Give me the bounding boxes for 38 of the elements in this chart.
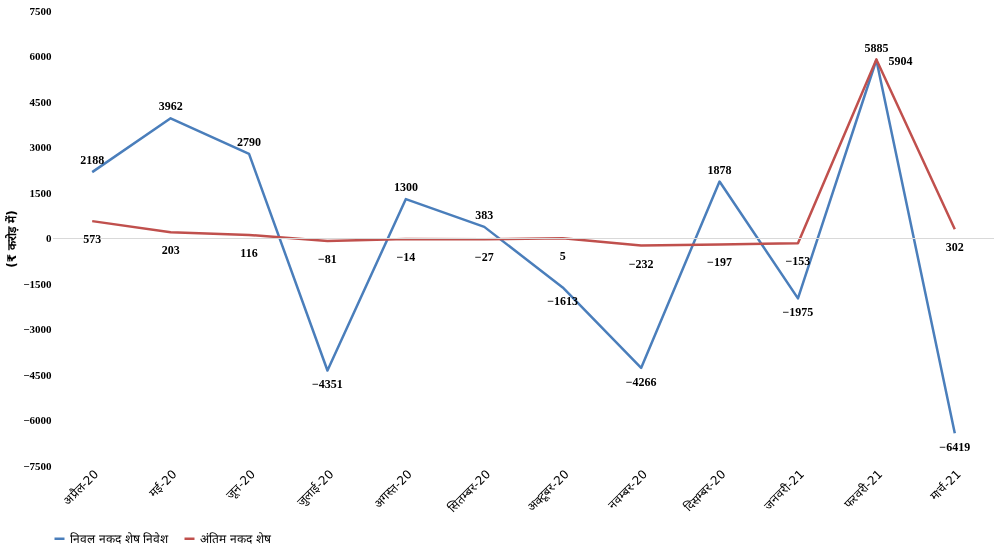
data-label: −153 xyxy=(785,254,811,269)
data-label: 5 xyxy=(559,249,566,264)
data-label: −14 xyxy=(396,249,416,264)
y-tick-label: −6000 xyxy=(23,414,52,426)
data-label: −81 xyxy=(318,251,337,266)
data-label: 5904 xyxy=(888,54,913,69)
data-label: 2790 xyxy=(237,134,262,149)
data-label: −4351 xyxy=(312,377,343,392)
data-label: −1975 xyxy=(782,305,814,320)
data-label: 3962 xyxy=(158,99,183,114)
data-label: 1878 xyxy=(707,162,732,177)
y-tick-label: −7500 xyxy=(23,459,52,472)
data-label: −197 xyxy=(707,255,732,270)
y-tick-label: −4500 xyxy=(23,368,52,381)
data-label: 116 xyxy=(240,245,258,260)
legend-label: निवल नकद शेष निवेश xyxy=(70,531,170,546)
data-label: 5885 xyxy=(864,40,889,55)
y-tick-label: −3000 xyxy=(23,323,52,335)
data-label: 573 xyxy=(83,232,102,247)
y-tick-label: 1500 xyxy=(29,186,52,199)
data-label: 302 xyxy=(945,240,964,255)
y-tick-label: 7500 xyxy=(29,4,52,17)
y-tick-label: 0 xyxy=(46,232,52,244)
legend-label: अंतिम नकद शेष xyxy=(200,531,272,546)
data-label: 383 xyxy=(475,207,494,222)
data-label: −27 xyxy=(474,250,494,265)
data-label: 203 xyxy=(161,243,180,258)
data-label: 1300 xyxy=(393,180,418,195)
data-label: −1613 xyxy=(547,294,579,309)
data-label: −6419 xyxy=(939,440,971,455)
y-tick-label: −1500 xyxy=(23,277,52,290)
y-tick-label: 6000 xyxy=(29,50,52,62)
y-tick-label: 4500 xyxy=(29,95,52,108)
y-axis-title: (₹ करोड़ में) xyxy=(5,210,20,268)
data-label: −4266 xyxy=(625,374,657,389)
y-tick-label: 3000 xyxy=(29,141,52,153)
data-label: −232 xyxy=(628,256,654,271)
data-label: 2188 xyxy=(80,153,105,168)
